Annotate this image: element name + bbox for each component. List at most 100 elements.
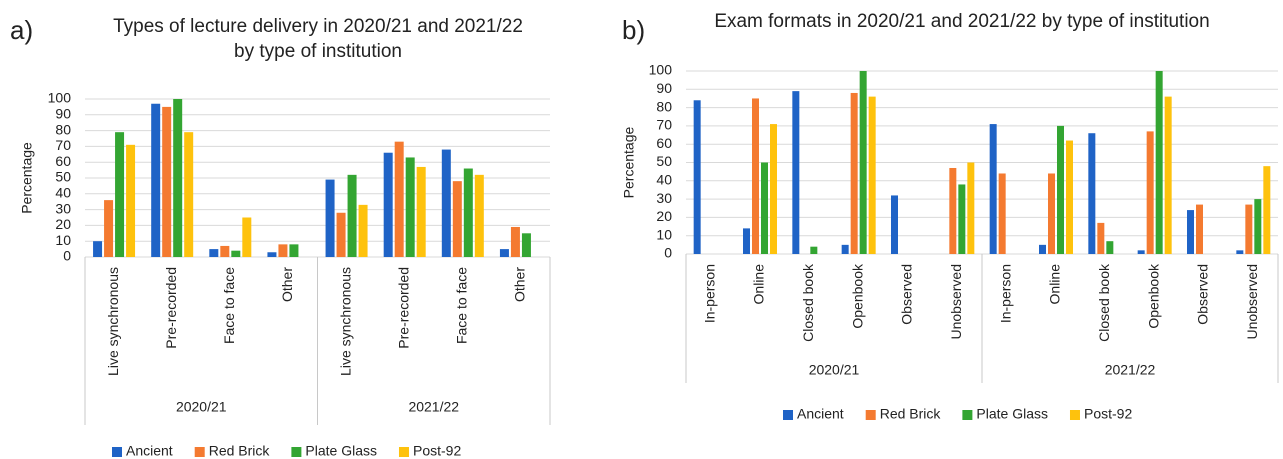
bar: [209, 249, 219, 257]
legend-swatch: [291, 447, 302, 457]
bar: [452, 181, 462, 257]
bar: [242, 217, 252, 257]
bar: [1187, 210, 1194, 254]
bar: [93, 241, 103, 257]
y-tick-label: 50: [55, 169, 71, 185]
group-label: 2020/21: [809, 362, 860, 378]
bar: [693, 100, 701, 254]
legend-label: Red Brick: [209, 443, 271, 459]
x-tick-label: Pre-recorded: [395, 267, 411, 349]
legend-swatch: [1069, 410, 1080, 420]
chart-title: Exam formats in 2020/21 and 2021/22 by t…: [714, 11, 1209, 32]
legend-label: Ancient: [797, 406, 844, 422]
bar: [1164, 96, 1172, 255]
x-tick-label: Pre-recorded: [163, 267, 179, 349]
bar: [752, 98, 759, 254]
legend-swatch: [783, 410, 793, 420]
legend-label: Post-92: [413, 443, 461, 459]
bar: [770, 124, 777, 254]
y-tick-label: 80: [55, 121, 71, 137]
bar: [441, 149, 451, 257]
chart-title: Types of lecture delivery in 2020/21 and…: [113, 16, 523, 37]
bar: [162, 106, 172, 258]
bar: [850, 92, 858, 255]
panel-label: a): [10, 15, 33, 45]
x-tick-label: Observed: [1195, 264, 1211, 325]
x-tick-label: Online: [751, 264, 767, 305]
bar: [841, 244, 849, 254]
bar: [1196, 204, 1203, 254]
group-label: 2020/21: [176, 399, 227, 415]
bar: [231, 250, 241, 257]
panel-label: b): [622, 15, 645, 45]
y-tick-label: 30: [656, 190, 672, 206]
legend-label: Red Brick: [880, 406, 942, 422]
bar: [967, 162, 975, 254]
y-tick-label: 60: [55, 153, 71, 169]
bar: [416, 166, 426, 257]
x-tick-label: Live synchronous: [337, 267, 353, 376]
bar: [499, 249, 509, 257]
y-tick-label: 30: [55, 200, 71, 216]
bar: [958, 184, 966, 254]
bar: [347, 174, 357, 257]
bar: [792, 91, 800, 254]
bar: [1245, 204, 1253, 254]
bar: [151, 103, 161, 258]
y-tick-label: 100: [649, 62, 673, 78]
bar: [336, 212, 346, 257]
y-tick-label: 90: [55, 106, 71, 122]
bar: [891, 195, 898, 254]
bar: [761, 162, 768, 254]
y-axis-label: Percentage: [19, 142, 35, 214]
legend-label: Ancient: [126, 443, 173, 459]
bar: [1254, 199, 1262, 254]
y-tick-label: 100: [48, 90, 72, 106]
bar: [184, 132, 194, 257]
x-tick-label: Closed book: [800, 263, 816, 342]
legend-swatch: [865, 410, 876, 420]
bar: [810, 246, 818, 254]
bar: [104, 200, 114, 257]
x-tick-label: Other: [279, 267, 295, 302]
bar: [1236, 250, 1244, 254]
legend-swatch: [112, 447, 122, 457]
y-tick-label: 40: [656, 172, 672, 188]
bar: [859, 71, 867, 254]
x-tick-label: In-person: [997, 264, 1013, 323]
bar: [1146, 131, 1154, 254]
bar: [278, 244, 288, 257]
group-label: 2021/22: [408, 399, 459, 415]
bar: [463, 168, 473, 257]
bar: [1039, 244, 1046, 254]
bar: [474, 174, 484, 257]
y-tick-label: 0: [63, 248, 71, 264]
x-tick-label: Face to face: [221, 267, 237, 344]
bar: [394, 141, 404, 257]
bar: [1106, 241, 1114, 254]
y-tick-label: 70: [55, 137, 71, 153]
y-tick-label: 60: [656, 135, 672, 151]
bar: [1137, 250, 1145, 254]
y-tick-label: 70: [656, 117, 672, 133]
bar: [126, 144, 136, 257]
y-tick-label: 10: [55, 232, 71, 248]
x-tick-label: Openbook: [1145, 263, 1161, 329]
bar: [325, 179, 335, 257]
bar: [267, 252, 277, 257]
bar: [1057, 125, 1064, 255]
legend-swatch: [398, 447, 409, 457]
y-tick-label: 10: [656, 226, 672, 242]
y-tick-label: 0: [664, 245, 672, 261]
x-tick-label: Face to face: [454, 267, 470, 344]
bar: [405, 157, 415, 257]
bar: [998, 173, 1006, 254]
bar: [949, 167, 957, 254]
bar: [383, 152, 393, 257]
x-tick-label: Observed: [899, 264, 915, 325]
legend-swatch: [194, 447, 205, 457]
x-tick-label: In-person: [701, 264, 717, 323]
x-tick-label: Unobserved: [1244, 264, 1260, 340]
x-tick-label: Openbook: [849, 263, 865, 329]
